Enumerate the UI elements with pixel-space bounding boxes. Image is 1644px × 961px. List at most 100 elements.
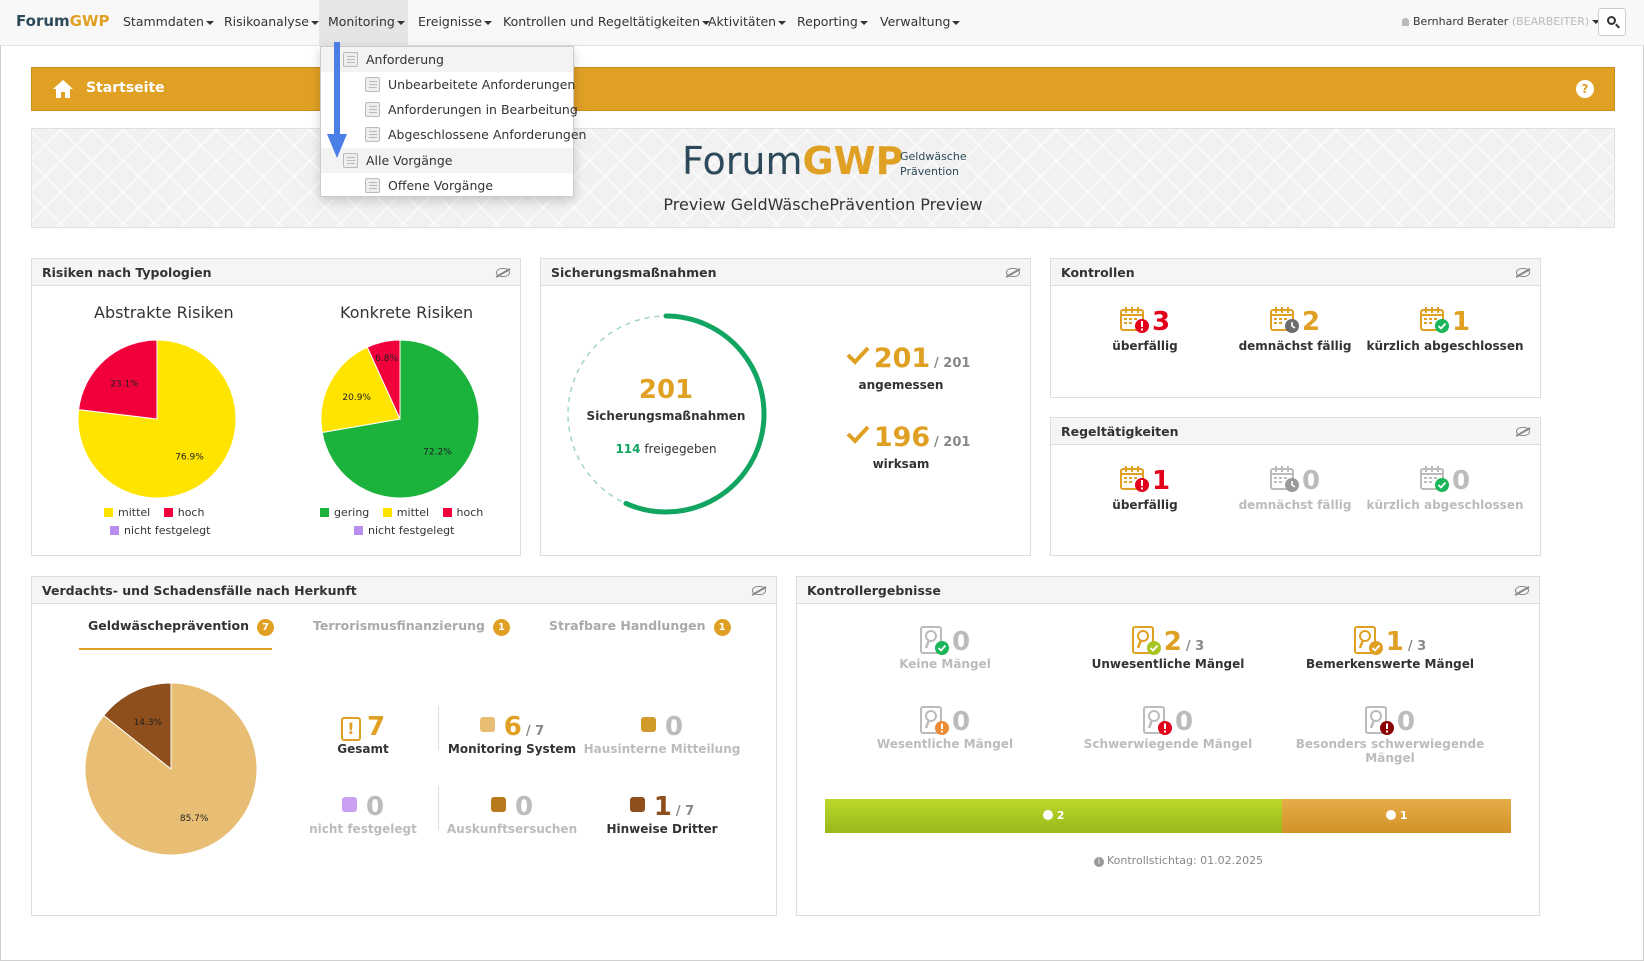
hide-eye-icon[interactable] <box>496 268 510 277</box>
banner-sub-line: Prävention <box>900 165 960 178</box>
tab-strafbare-handlungen[interactable]: Strafbare Handlungen 1 <box>549 618 731 636</box>
stat-number: 0 <box>365 792 385 822</box>
caret-down-icon <box>1592 20 1601 24</box>
menu-label: Abgeschlossene Anforderungen <box>388 127 587 142</box>
nav-aktivitaeten[interactable]: Aktivitäten <box>699 0 795 46</box>
banner-logo-text: Forum <box>682 139 803 183</box>
home-icon[interactable] <box>52 79 74 99</box>
inspection-check-icon <box>919 626 949 655</box>
stat-top: 2 <box>1215 306 1375 337</box>
menu-section-alle-vorgaenge[interactable]: Alle Vorgänge <box>321 148 573 173</box>
stat-ueberfaellig[interactable]: 1 überfällig <box>1065 465 1225 512</box>
user-menu[interactable]: Bernhard Berater (BEARBEITER) <box>1402 0 1601 46</box>
nav-reporting[interactable]: Reporting <box>788 0 877 46</box>
search-button[interactable] <box>1598 8 1626 36</box>
panel-risiken: Risiken nach Typologien Abstrakte Risike… <box>31 258 521 556</box>
kontrollergebnis-4[interactable]: 0 Schwerwiegende Mängel <box>1068 706 1268 751</box>
menu-item-offene-vorgaenge[interactable]: Offene Vorgänge <box>321 173 573 198</box>
kontrollergebnis-1[interactable]: 2/ 3 Unwesentliche Mängel <box>1068 626 1268 671</box>
calendar-check-icon <box>1419 307 1449 333</box>
nav-risikoanalyse[interactable]: Risikoanalyse <box>215 0 328 46</box>
menu-item-abgeschlossene[interactable]: Abgeschlossene Anforderungen <box>321 122 586 147</box>
calendar-alert-icon <box>1119 307 1149 333</box>
panel-header: Kontrollergebnisse <box>797 577 1539 604</box>
panel-header: Verdachts- und Schadensfälle nach Herkun… <box>32 577 776 604</box>
pie-slice-gering[interactable] <box>321 339 480 499</box>
panel-title: Sicherungsmaßnahmen <box>551 265 717 280</box>
kontrollergebnis-0[interactable]: 0 Keine Mängel <box>845 626 1045 671</box>
nav-stammdaten[interactable]: Stammdaten <box>114 0 223 46</box>
caret-down-icon <box>859 20 868 25</box>
bar-segment[interactable]: 1 <box>1282 799 1511 833</box>
hide-eye-icon[interactable] <box>1515 586 1529 595</box>
kontrollergebnis-5[interactable]: 0 Besonders schwerwiegende Mängel <box>1290 706 1490 765</box>
active-tab-underline <box>79 648 272 650</box>
stat-number: 201 <box>873 343 931 374</box>
panel-header: Risiken nach Typologien <box>32 259 520 286</box>
inspection-check-icon <box>1353 626 1383 655</box>
stat-kuerzlich-abgeschlossen[interactable]: 1 kürzlich abgeschlossen <box>1365 306 1525 353</box>
hide-eye-icon[interactable] <box>1006 268 1020 277</box>
annotation-arrow-icon <box>327 42 347 158</box>
verdacht-stat-3: 0 nicht festgelegt <box>283 792 443 836</box>
nav-monitoring[interactable]: Monitoring <box>319 0 408 46</box>
kontrollergebnis-2[interactable]: 1/ 3 Bemerkenswerte Mängel <box>1290 626 1490 671</box>
legend-label: nicht festgelegt <box>368 524 455 537</box>
stat-number: 196 <box>873 422 931 453</box>
nav-label: Kontrollen und Regeltätigkeiten <box>503 14 701 29</box>
verdacht-stat-4: 0 Auskunftsersuchen <box>432 792 592 836</box>
stat-label: Unwesentliche Mängel <box>1091 657 1245 671</box>
stat-number: 0 <box>1301 466 1321 496</box>
legend-swatch <box>382 508 392 517</box>
stat-number: 201 <box>638 375 694 405</box>
menu-label: Unbearbeitete Anforderungen <box>388 77 576 92</box>
panel-regel: Regeltätigkeiten <box>1050 417 1541 556</box>
pie-slice-mittel[interactable] <box>320 346 401 434</box>
pie-chart-konkret: 72.2% 20.9% 6.8% <box>320 339 480 499</box>
stat-label: angemessen <box>858 378 944 392</box>
caret-down-icon <box>310 20 319 25</box>
menu-item-in-bearbeitung[interactable]: Anforderungen in Bearbeitung <box>321 97 578 122</box>
panel-title: Risiken nach Typologien <box>42 265 212 280</box>
help-icon[interactable]: ? <box>1576 80 1594 98</box>
tab-geldwaeschepraevention[interactable]: Geldwäscheprävention 7 <box>88 618 274 636</box>
pie-slice-hoch[interactable] <box>366 339 401 420</box>
user-name: Bernhard Berater <box>1413 15 1509 28</box>
banner-sub-line: Geldwäsche <box>900 150 967 163</box>
tab-terrorismusfinanzierung[interactable]: Terrorismusfinanzierung 1 <box>313 618 510 636</box>
stat-label: demnächst fällig <box>1238 339 1352 353</box>
wirksam-stat: 196 / 201 <box>846 422 970 453</box>
menu-item-unbearbeitete[interactable]: Unbearbeitete Anforderungen <box>321 72 576 97</box>
nav-kontrollen[interactable]: Kontrollen und Regeltätigkeiten <box>494 0 719 46</box>
legend-item: nicht festgelegt <box>110 524 210 537</box>
hide-eye-icon[interactable] <box>1516 427 1530 436</box>
stat-label: Keine Mängel <box>899 657 991 671</box>
pie-slice-hoch[interactable] <box>78 339 158 420</box>
bar-segment[interactable]: 2 <box>825 799 1283 833</box>
nav-verwaltung[interactable]: Verwaltung <box>871 0 969 46</box>
kontrollergebnis-3[interactable]: 0 Wesentliche Mängel <box>845 706 1045 751</box>
stat-label: Bemerkenswerte Mängel <box>1306 657 1474 671</box>
stat-label: Auskunftsersuchen <box>446 822 578 836</box>
stat-ueberfaellig[interactable]: 3 überfällig <box>1065 306 1225 353</box>
progress-ring <box>567 313 767 515</box>
hide-eye-icon[interactable] <box>752 586 766 595</box>
stat-demnaechst-faellig[interactable]: 0 demnächst fällig <box>1215 465 1375 512</box>
hide-eye-icon[interactable] <box>1516 268 1530 277</box>
caret-down-icon <box>483 20 492 25</box>
stat-top: 0 <box>283 792 443 822</box>
menu-section-anforderung[interactable]: Anforderung <box>321 47 573 72</box>
stat-demnaechst-faellig[interactable]: 2 demnächst fällig <box>1215 306 1375 353</box>
stichtag-text: Kontrollstichtag: 01.02.2025 <box>1107 854 1264 867</box>
document-icon <box>365 127 380 142</box>
pie-slice-Hinweise-Dritter[interactable] <box>103 682 172 771</box>
nav-ereignisse[interactable]: Ereignisse <box>409 0 501 46</box>
stat-kuerzlich-abgeschlossen[interactable]: 0 kürzlich abgeschlossen <box>1365 465 1525 512</box>
divider <box>438 786 439 830</box>
pie-slice-label: 23.1% <box>110 379 139 389</box>
stat-label: überfällig <box>1112 339 1178 353</box>
brand-logo[interactable]: ForumGWP <box>16 12 110 30</box>
document-icon <box>365 102 380 117</box>
pie-slice-label: 20.9% <box>342 393 371 403</box>
